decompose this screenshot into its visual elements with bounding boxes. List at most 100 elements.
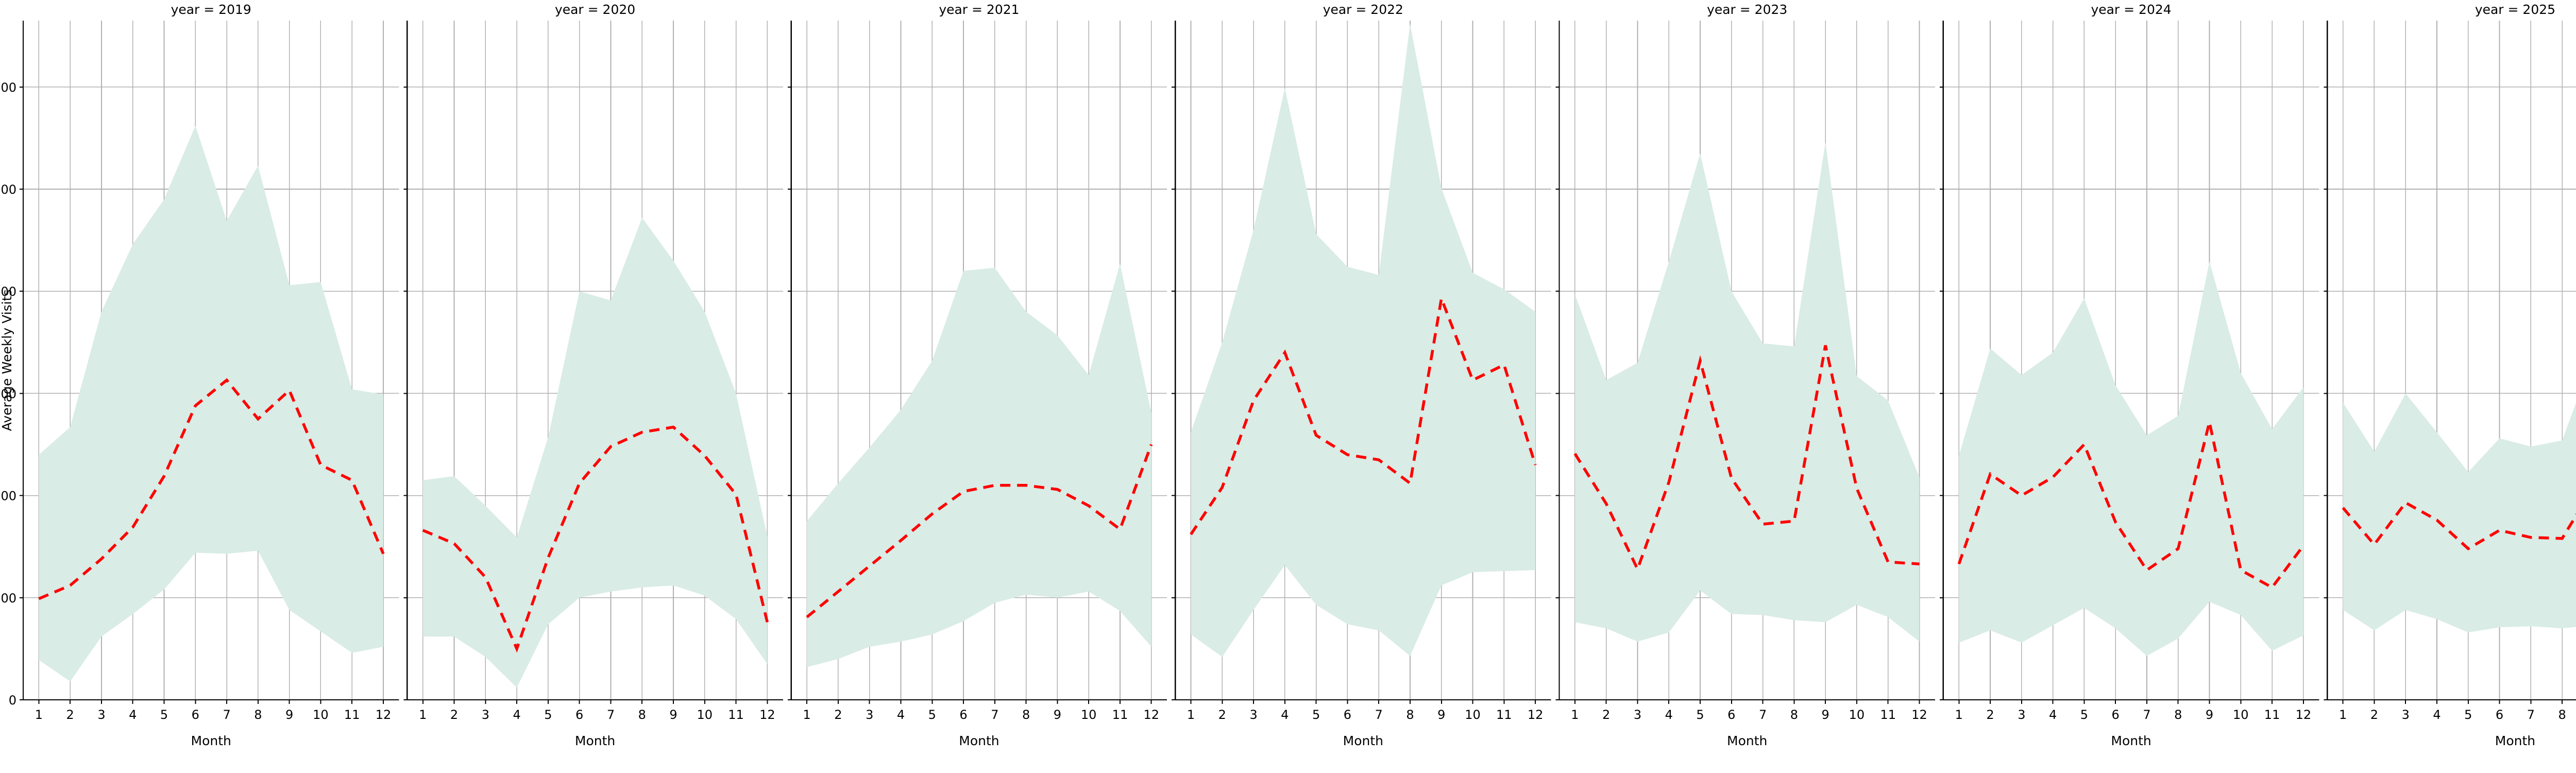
x-tick-label: 7 [223, 708, 230, 722]
x-tick-label: 4 [2433, 708, 2441, 722]
x-tick-label: 6 [2496, 708, 2503, 722]
facet-title-2021: year = 2021 [939, 2, 1019, 17]
x-tick-label: 1 [803, 708, 811, 722]
x-tick-label: 6 [575, 708, 583, 722]
x-tick-label: 3 [2018, 708, 2025, 722]
x-tick-label: 10 [313, 708, 329, 722]
x-tick-label: 12 [376, 708, 392, 722]
y-tick-label: 5000 [0, 182, 16, 197]
facet-panel-2019: 0100020003000400050006000123456789101112… [0, 2, 399, 748]
x-tick-label: 1 [1955, 708, 1963, 722]
y-tick-label: 0 [9, 693, 16, 708]
percentile-band [807, 263, 1151, 667]
x-tick-label: 5 [544, 708, 552, 722]
x-tick-label: 6 [2112, 708, 2120, 722]
x-tick-label: 1 [2339, 708, 2347, 722]
x-tick-label: 2 [450, 708, 458, 722]
x-tick-label: 11 [344, 708, 360, 722]
x-tick-label: 3 [1634, 708, 1641, 722]
x-tick-label: 6 [1344, 708, 1351, 722]
x-tick-label: 3 [1249, 708, 1257, 722]
x-tick-label: 1 [419, 708, 427, 722]
x-tick-label: 4 [2049, 708, 2057, 722]
x-tick-label: 10 [2233, 708, 2249, 722]
x-tick-label: 3 [482, 708, 489, 722]
x-tick-label: 10 [697, 708, 713, 722]
x-axis-label: Month [959, 733, 999, 748]
x-tick-label: 2 [1602, 708, 1610, 722]
x-tick-label: 6 [1727, 708, 1735, 722]
x-tick-label: 2 [834, 708, 842, 722]
x-tick-label: 2 [1986, 708, 1994, 722]
x-tick-label: 4 [1665, 708, 1673, 722]
percentile-band [1191, 23, 1536, 657]
x-tick-label: 9 [1437, 708, 1445, 722]
x-tick-label: 2 [1218, 708, 1226, 722]
x-tick-label: 11 [728, 708, 744, 722]
median-line [806, 444, 1153, 618]
x-tick-label: 9 [1822, 708, 1829, 722]
y-tick-label: 6000 [0, 80, 16, 95]
x-tick-label: 11 [1112, 708, 1128, 722]
x-tick-label: 5 [1696, 708, 1704, 722]
x-tick-label: 7 [991, 708, 998, 722]
x-tick-label: 11 [1880, 708, 1896, 722]
x-tick-label: 1 [1571, 708, 1579, 722]
x-tick-label: 12 [759, 708, 775, 722]
x-tick-label: 12 [1528, 708, 1544, 722]
median-line [38, 378, 385, 600]
x-tick-label: 7 [2143, 708, 2150, 722]
x-tick-label: 5 [1312, 708, 1320, 722]
x-tick-label: 10 [1081, 708, 1097, 722]
x-tick-label: 4 [897, 708, 905, 722]
x-axis-label: Month [2111, 733, 2151, 748]
x-tick-label: 3 [97, 708, 105, 722]
x-tick-label: 9 [1054, 708, 1061, 722]
x-tick-label: 12 [2296, 708, 2312, 722]
x-tick-label: 5 [2080, 708, 2088, 722]
x-tick-label: 5 [2464, 708, 2472, 722]
x-tick-label: 2 [2370, 708, 2378, 722]
y-tick-label: 2000 [0, 489, 16, 503]
x-tick-label: 8 [638, 708, 646, 722]
x-tick-label: 8 [254, 708, 262, 722]
y-tick-label: 1000 [0, 591, 16, 606]
x-tick-label: 5 [160, 708, 168, 722]
x-tick-label: 7 [607, 708, 615, 722]
x-tick-label: 7 [1375, 708, 1383, 722]
x-tick-label: 8 [2558, 708, 2566, 722]
x-tick-label: 3 [866, 708, 873, 722]
x-tick-label: 4 [513, 708, 520, 722]
x-axis-label: Month [191, 733, 231, 748]
x-tick-label: 4 [129, 708, 137, 722]
x-axis-label: Month [2495, 733, 2535, 748]
x-tick-label: 11 [2264, 708, 2280, 722]
x-tick-label: 1 [35, 708, 43, 722]
facet-title-2022: year = 2022 [1323, 2, 1403, 17]
x-tick-label: 7 [2527, 708, 2535, 722]
x-tick-label: 8 [1406, 708, 1414, 722]
percentile-band [39, 126, 383, 682]
x-tick-label: 8 [1022, 708, 1030, 722]
percentile-band [422, 217, 768, 688]
percentile-band [1959, 261, 2303, 656]
x-tick-label: 8 [2174, 708, 2182, 722]
median-line [1190, 293, 1537, 535]
percentile-band [1574, 142, 1920, 642]
x-tick-label: 5 [928, 708, 936, 722]
percentile-band [2343, 393, 2576, 633]
x-tick-label: 4 [1281, 708, 1289, 722]
x-axis-label: Month [575, 733, 615, 748]
x-tick-label: 12 [1143, 708, 1159, 722]
facet-title-2023: year = 2023 [1707, 2, 1787, 17]
x-tick-label: 9 [2206, 708, 2213, 722]
x-tick-label: 11 [1496, 708, 1512, 722]
x-tick-label: 8 [1790, 708, 1798, 722]
facet-title-2025: year = 2025 [2475, 2, 2555, 17]
